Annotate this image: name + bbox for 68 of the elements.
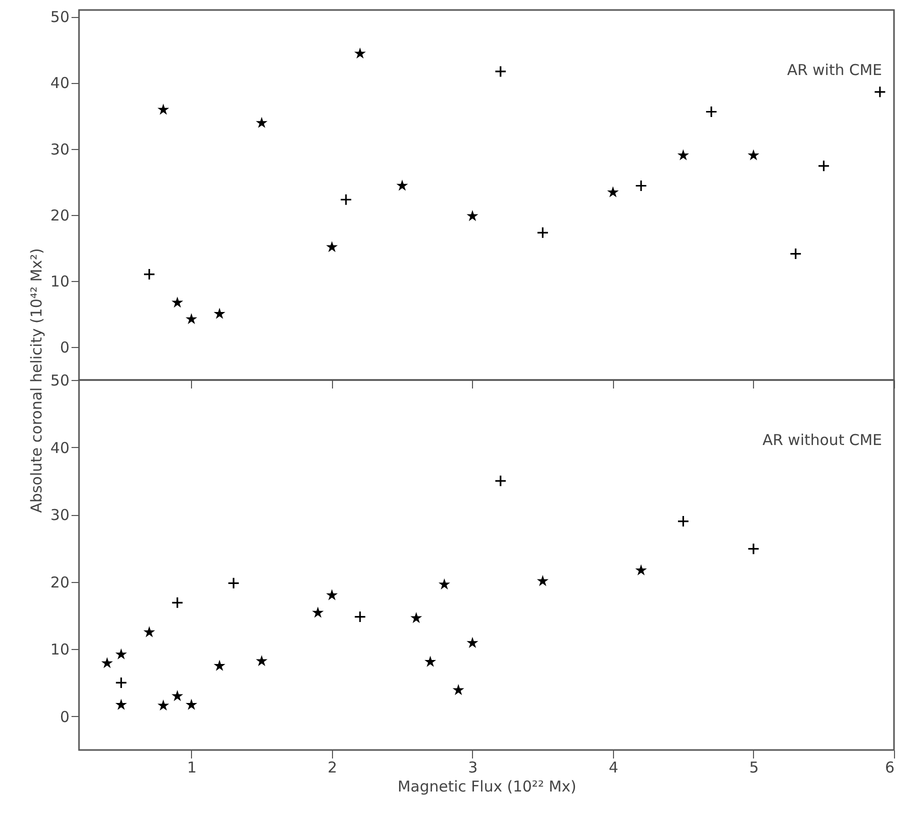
point [101,657,113,668]
y-tick-label: 40 [50,74,70,92]
y-tick-label: 30 [50,140,70,158]
y-tick-label: 10 [50,272,70,290]
point [747,542,760,555]
point [790,248,802,260]
point [536,575,549,586]
point [326,589,338,600]
point [157,104,170,115]
y-tick-label: 40 [50,438,70,457]
y-axis-title: Absolute coronal helicity (10⁴² Mx²) [27,248,46,513]
point [172,296,184,308]
point [635,180,648,192]
point [874,86,886,98]
point [186,698,198,710]
x-tick-label: 1 [187,758,197,776]
point [354,610,366,623]
point [354,47,366,59]
point [171,596,184,609]
point [466,210,478,222]
x-tick-label: 2 [328,758,338,776]
y-tick-label: 0 [60,338,70,356]
point [115,648,127,660]
point [256,116,268,128]
point [172,690,184,702]
x-axis-title: Magnetic Flux (10²² Mx) [398,778,576,796]
point [396,180,408,191]
point [818,160,830,172]
point [607,186,619,198]
point [256,655,268,666]
point [536,226,549,239]
point [157,699,170,711]
point [186,313,198,324]
point [143,626,156,638]
point [214,660,226,671]
y-tick-label: 50 [50,8,70,26]
y-tick-label: 20 [50,573,70,592]
point [677,515,690,528]
point [424,656,436,667]
annotation: AR with CME [787,61,882,79]
x-tick-label: 3 [468,758,478,776]
y-tick-label: 30 [50,506,70,524]
point [115,698,127,710]
point [635,564,647,576]
point [410,612,422,624]
point [748,149,760,160]
point [438,578,450,590]
x-tick-label: 4 [608,758,618,776]
point [452,684,464,696]
point [115,676,128,689]
y-tick-label: 50 [50,372,70,390]
point [677,149,690,160]
x-tick-label: 5 [749,758,759,776]
point [214,308,226,319]
point [143,268,156,280]
point [494,474,507,487]
y-tick-label: 10 [50,640,70,659]
x-tick-label: 6 [884,758,894,776]
point [494,65,507,78]
point [340,194,352,206]
point [312,606,324,618]
y-tick-label: 0 [60,708,70,726]
point [228,577,240,590]
point [326,241,338,252]
point [705,106,718,118]
point [466,636,478,648]
y-tick-label: 20 [50,206,70,224]
annotation: AR without CME [762,431,882,449]
